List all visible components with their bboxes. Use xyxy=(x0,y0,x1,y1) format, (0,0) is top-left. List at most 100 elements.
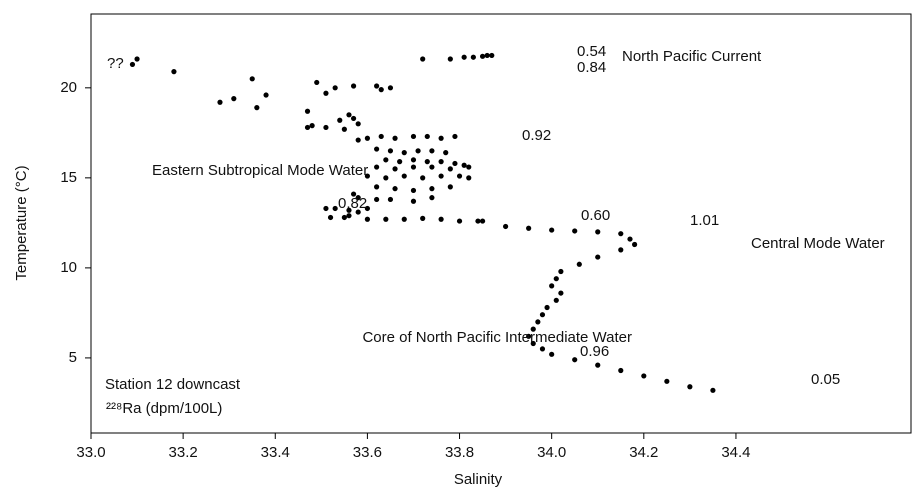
data-point xyxy=(364,135,371,141)
data-point xyxy=(364,205,371,212)
data-point xyxy=(452,133,458,140)
annotation: Core of North Pacific Intermediate Water xyxy=(362,329,632,346)
data-point xyxy=(429,148,435,154)
data-point xyxy=(392,135,398,141)
data-point xyxy=(572,228,578,234)
x-tick-label: 34.4 xyxy=(721,444,750,461)
data-point xyxy=(364,173,371,179)
x-tick-label: 33.4 xyxy=(261,444,290,461)
data-point xyxy=(618,367,624,374)
data-point xyxy=(627,236,633,242)
data-point xyxy=(489,52,495,59)
data-point xyxy=(374,184,380,190)
data-point xyxy=(618,247,624,253)
data-point xyxy=(549,227,555,233)
data-point xyxy=(420,56,426,62)
y-axis-label: Temperature (°C) xyxy=(13,165,30,280)
annotation: Central Mode Water xyxy=(751,235,885,252)
data-point xyxy=(383,216,389,222)
data-point xyxy=(355,209,361,215)
data-point xyxy=(429,164,435,170)
data-point xyxy=(595,229,601,235)
data-point xyxy=(387,85,394,91)
data-point xyxy=(327,214,334,221)
annotation: ?? xyxy=(107,55,124,72)
data-point xyxy=(420,215,426,221)
data-point xyxy=(337,117,343,123)
data-point xyxy=(466,175,472,181)
data-point xyxy=(374,146,380,152)
data-point xyxy=(429,186,435,192)
data-point xyxy=(401,216,407,222)
data-point xyxy=(447,166,453,172)
data-point xyxy=(383,157,389,163)
data-point xyxy=(364,216,371,222)
data-point xyxy=(309,123,315,129)
data-point xyxy=(447,184,453,190)
data-point xyxy=(410,133,417,140)
x-axis-label: Salinity xyxy=(454,471,503,488)
data-point xyxy=(346,112,352,118)
x-tick-label: 33.2 xyxy=(169,444,198,461)
data-point xyxy=(332,85,338,91)
x-tick-label: 33.8 xyxy=(445,444,474,461)
data-point xyxy=(479,218,486,224)
annotation: 0.84 xyxy=(577,59,606,76)
data-point xyxy=(392,186,398,192)
data-point xyxy=(456,173,463,179)
data-point xyxy=(618,231,624,237)
data-point xyxy=(217,99,223,105)
data-point xyxy=(378,133,384,140)
data-point xyxy=(387,196,394,203)
data-point xyxy=(475,218,481,224)
data-point xyxy=(576,261,582,267)
data-point xyxy=(350,83,357,89)
annotation: 0.54 xyxy=(577,43,606,60)
data-point xyxy=(410,187,417,194)
data-point xyxy=(355,195,361,201)
data-point xyxy=(535,319,541,325)
data-point xyxy=(314,79,320,86)
data-point xyxy=(410,164,417,170)
data-point xyxy=(341,214,347,221)
y-tick-label: 15 xyxy=(60,169,77,186)
data-point xyxy=(438,216,444,222)
data-point xyxy=(539,346,546,352)
data-point xyxy=(304,124,311,131)
data-point xyxy=(410,157,417,163)
annotation: 0.92 xyxy=(522,127,551,144)
data-point xyxy=(572,357,578,363)
data-point xyxy=(526,225,532,231)
data-point xyxy=(332,205,338,212)
data-point xyxy=(526,333,532,339)
data-point xyxy=(424,159,430,165)
annotation: 0.60 xyxy=(581,207,610,224)
data-point xyxy=(530,340,536,347)
data-point xyxy=(397,159,403,165)
data-point xyxy=(461,54,467,60)
data-point xyxy=(392,166,398,172)
data-point xyxy=(452,160,458,167)
data-point xyxy=(553,276,559,282)
annotation: 0.05 xyxy=(811,371,840,388)
annotation: North Pacific Current xyxy=(622,48,762,65)
data-point xyxy=(549,351,555,357)
data-point xyxy=(710,387,716,393)
data-point xyxy=(544,304,550,311)
data-point xyxy=(484,52,490,59)
data-point xyxy=(346,213,352,219)
data-point xyxy=(415,148,421,154)
data-point xyxy=(687,384,693,390)
data-point xyxy=(323,205,329,212)
data-point xyxy=(171,69,177,75)
data-point xyxy=(355,121,361,127)
data-point xyxy=(350,115,357,122)
data-point xyxy=(355,137,361,143)
annotation: Station 12 downcast xyxy=(105,376,241,393)
data-point xyxy=(374,196,380,203)
data-point xyxy=(595,362,601,368)
annotation: Eastern Subtropical Mode Water xyxy=(152,162,368,179)
data-point xyxy=(129,61,136,68)
data-point xyxy=(401,150,407,156)
